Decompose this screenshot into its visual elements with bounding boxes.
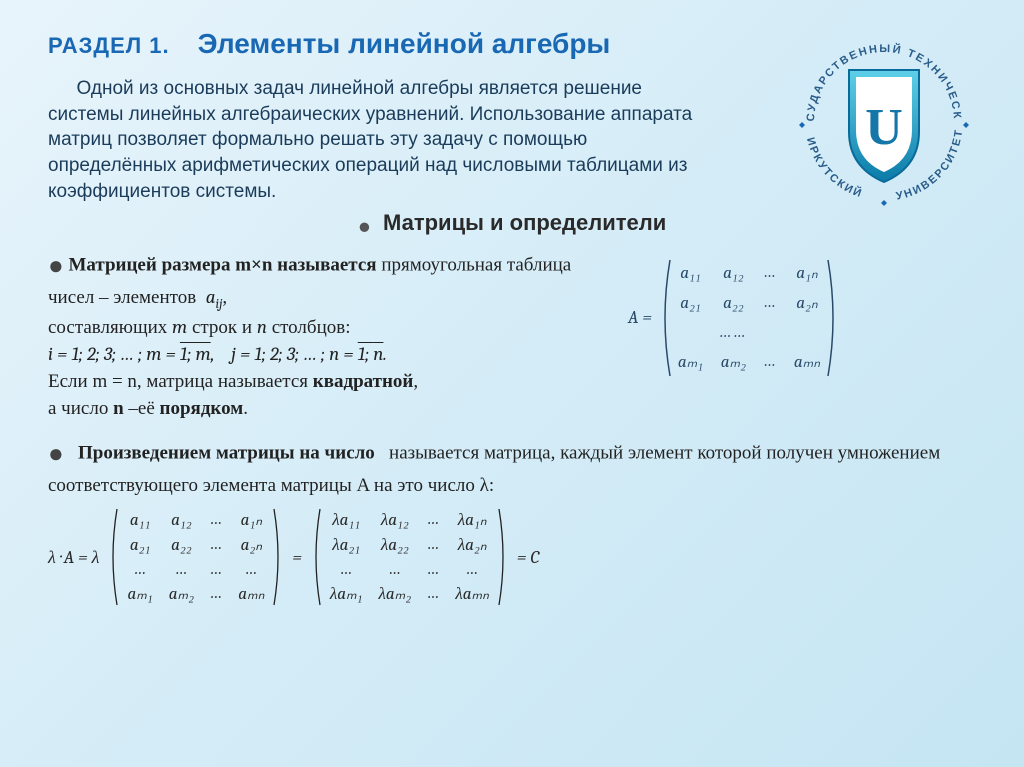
matrix-cell: … [210, 510, 222, 530]
matrix-cell: … [455, 560, 488, 579]
matrix-cell: … [427, 584, 439, 604]
def-text: –её [128, 398, 154, 419]
matrix-cell: … [379, 560, 412, 579]
def-text: Если m = n, матрица называется [48, 371, 308, 392]
matrix-cell: … [210, 584, 222, 604]
matrix-a-display: A = a₁₁ a₁₂ … a₁ₙ a₂₁ a₂₂ … a₂ₙ …… aₘ₁ aₘ₂ … aₘₙ [628, 258, 840, 378]
matrix-cell: … [127, 560, 152, 579]
def-text: составляющих [48, 317, 167, 338]
matrix-cell: …… [719, 323, 747, 342]
eq-lhs: λ · A = λ [48, 547, 99, 568]
left-paren-icon [310, 507, 322, 607]
matrix-grid: λa₁₁ λa₁₂ … λa₁ₙ λa₂₁ λa₂₂ … λa₂ₙ … … … … λaₘ₁ λaₘ₂ … λ… [330, 510, 489, 604]
matrix-cell: λa₁₁ [330, 510, 363, 530]
matrix-cell: a₁ₙ [794, 263, 820, 283]
matrix-cell: a₂ₙ [794, 293, 820, 313]
scalar-definition: ● Произведением матрицы на число называе… [48, 436, 976, 499]
var-m: m [172, 316, 187, 338]
matrix-cell: a₂₂ [169, 535, 194, 555]
matrix-cell: … [210, 535, 222, 555]
period: . [243, 398, 248, 419]
matrix-cell: a₁₁ [678, 263, 703, 283]
right-paren-icon [272, 507, 284, 607]
bullet-icon: ● [48, 439, 64, 468]
section-label: РАЗДЕЛ 1. [48, 33, 170, 59]
def-strong: квадратной [313, 371, 414, 392]
matrix-cell [794, 323, 820, 342]
def-lead: Матрицей размера m×n называется [68, 254, 376, 275]
matrix-cell: λaₘₙ [455, 584, 488, 604]
logo-letter: U [865, 99, 903, 156]
comma: , [413, 371, 418, 392]
comma: , [222, 287, 227, 308]
matrix-cell: aₘ₂ [719, 352, 747, 372]
matrix-cell: a₁₂ [169, 510, 194, 530]
matrix-cell: λa₂ₙ [455, 535, 488, 555]
equals-c: = C [517, 547, 539, 568]
matrix-cell: a₂₁ [678, 293, 703, 313]
page-title: Элементы линейной алгебры [198, 28, 611, 60]
matrix-cell: λa₁₂ [379, 510, 412, 530]
matrix-cell: a₂₂ [719, 293, 747, 313]
matrix-cell: a₂ₙ [238, 535, 264, 555]
var-n: n [257, 316, 267, 338]
matrix-cell: aₘₙ [794, 352, 820, 372]
matrix-cell: … [330, 560, 363, 579]
matrix-cell: a₂₁ [127, 535, 152, 555]
matrix-cell: aₘ₁ [678, 352, 703, 372]
aij: aij [206, 286, 223, 308]
scalar-lead: Произведением матрицы на число [78, 443, 375, 464]
matrix-cell: … [210, 560, 222, 579]
left-paren-icon [658, 258, 672, 378]
matrix-cell: … [764, 352, 778, 372]
matrix-cell: λa₂₂ [379, 535, 412, 555]
matrix-cell: λaₘ₂ [379, 584, 412, 604]
matrix-cell: λaₘ₁ [330, 584, 363, 604]
def-strong: n [113, 398, 124, 419]
equals: = [292, 547, 302, 568]
matrix-cell: … [427, 535, 439, 555]
matrix-cell: a₁₁ [127, 510, 152, 530]
matrix-cell: … [764, 293, 778, 313]
left-paren-icon [107, 507, 119, 607]
intro-paragraph: Одной из основных задач линейной алгебры… [48, 76, 708, 204]
matrix-label: A = [628, 307, 652, 328]
matrix-cell: a₁₂ [719, 263, 747, 283]
university-logo: ГОСУДАРСТВЕННЫЙ ТЕХНИЧЕСКИЙ ИРКУТСКИЙ УН… [784, 22, 984, 222]
matrix-cell: λa₂₁ [330, 535, 363, 555]
subheading: Матрицы и определители [383, 210, 666, 236]
matrix-cell: aₘ₂ [169, 584, 194, 604]
matrix-grid: a₁₁ a₁₂ … a₁ₙ a₂₁ a₂₂ … a₂ₙ … … … … aₘ₁ aₘ₂ … aₘₙ [127, 510, 264, 604]
matrix-cell: … [427, 560, 439, 579]
matrix-cell [764, 323, 778, 342]
matrix-cell: aₘₙ [238, 584, 264, 604]
right-paren-icon [497, 507, 509, 607]
matrix-definition: ● Матрицей размера m×n называется прямоу… [48, 248, 608, 423]
bullet-icon: ● [358, 214, 371, 239]
right-paren-icon [826, 258, 840, 378]
matrix-grid: a₁₁ a₁₂ … a₁ₙ a₂₁ a₂₂ … a₂ₙ …… aₘ₁ aₘ₂ … aₘₙ [678, 263, 820, 372]
def-strong: порядком [160, 398, 244, 419]
matrix-cell [678, 323, 703, 342]
def-text: столбцов: [272, 317, 351, 338]
matrix-cell: … [764, 263, 778, 283]
matrix-cell: λa₁ₙ [455, 510, 488, 530]
matrix-cell: … [238, 560, 264, 579]
index-line: i = 1; 2; 3; … ; m = 1; m, j = 1; 2; 3; … [48, 343, 387, 365]
def-text: строк и [192, 317, 252, 338]
def-text: а число [48, 398, 108, 419]
scalar-equation: λ · A = λ a₁₁ a₁₂ … a₁ₙ a₂₁ a₂₂ … a₂ₙ … … … … aₘ₁ aₘ₂… [48, 507, 976, 607]
matrix-cell: … [427, 510, 439, 530]
bullet-icon: ● [48, 251, 64, 280]
matrix-cell: aₘ₁ [127, 584, 152, 604]
matrix-cell: a₁ₙ [238, 510, 264, 530]
matrix-cell: … [169, 560, 194, 579]
